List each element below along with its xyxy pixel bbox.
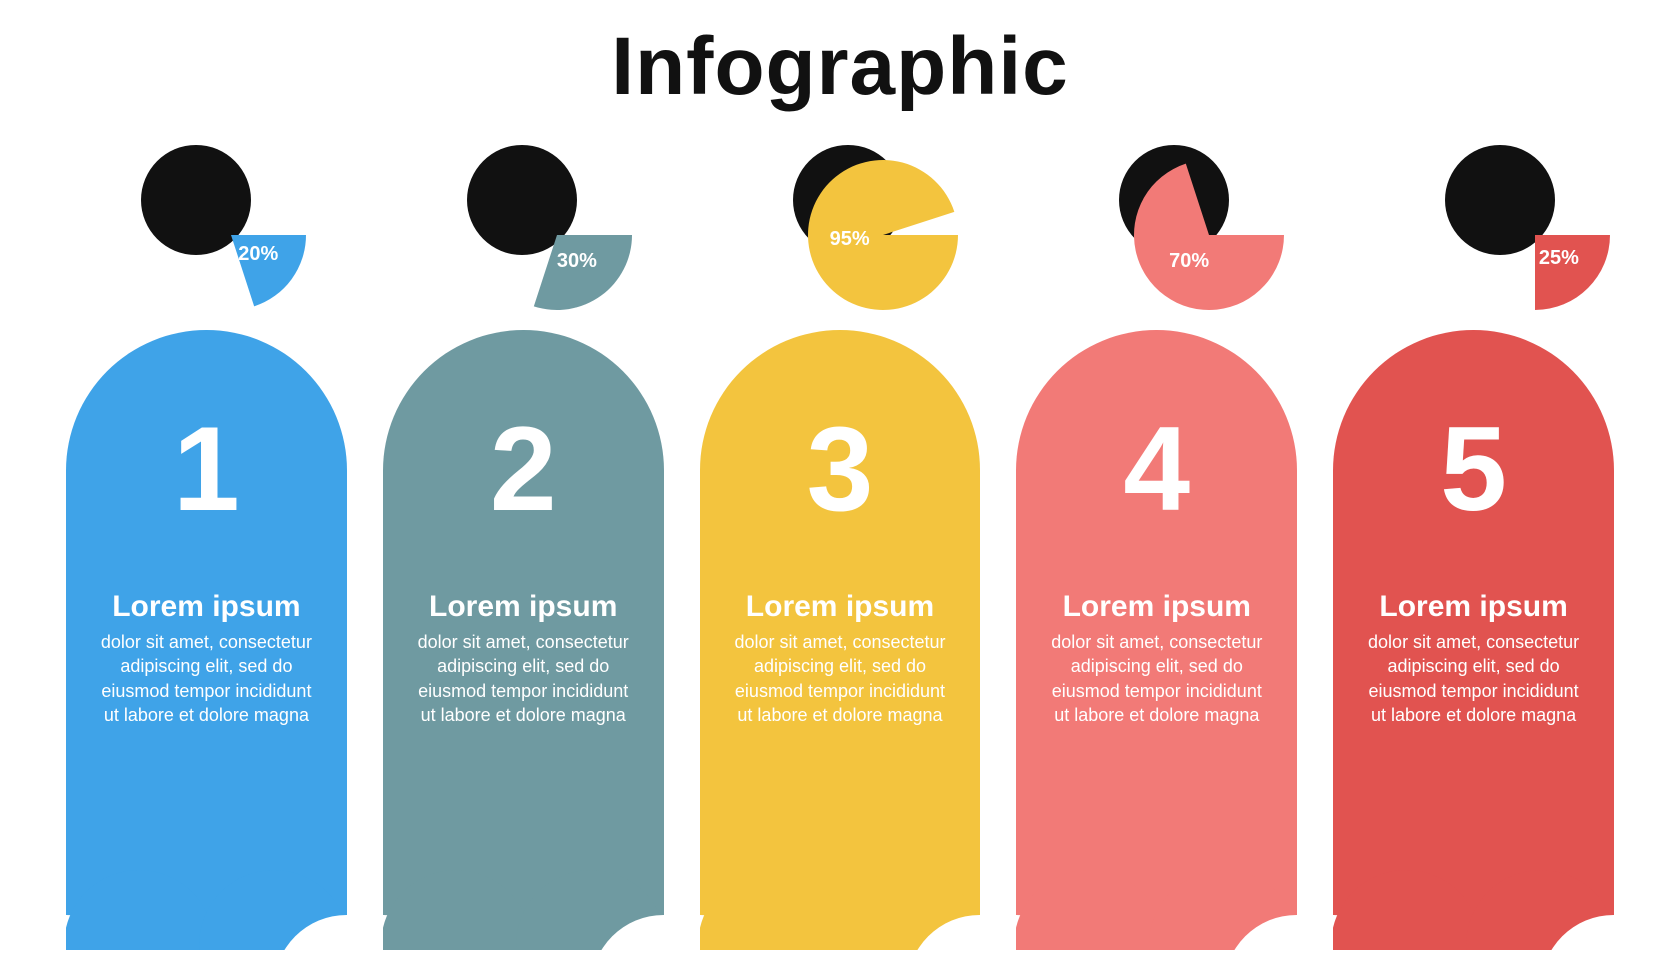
card-4-number: 4 (1016, 400, 1297, 538)
card-3-heading: Lorem ipsum (700, 590, 981, 624)
card-5-number: 5 (1333, 400, 1614, 538)
page-title: Infographic (0, 20, 1680, 114)
card-4-heading: Lorem ipsum (1016, 590, 1297, 624)
pie-4: 70% (1044, 140, 1334, 320)
card-5: 5 Lorem ipsum dolor sit amet, consectetu… (1333, 330, 1614, 950)
cards-row: 1 Lorem ipsum dolor sit amet, consectetu… (66, 330, 1614, 950)
card-4: 4 Lorem ipsum dolor sit amet, consectetu… (1016, 330, 1297, 950)
card-5-heading: Lorem ipsum (1333, 590, 1614, 624)
card-1-number: 1 (66, 400, 347, 538)
pie-5: 25% (1370, 140, 1660, 320)
card-3-body: dolor sit amet, consectetur adipiscing e… (728, 630, 953, 727)
card-3: 3 Lorem ipsum dolor sit amet, consectetu… (700, 330, 981, 950)
card-2-body: dolor sit amet, consectetur adipiscing e… (411, 630, 636, 727)
card-4-body: dolor sit amet, consectetur adipiscing e… (1044, 630, 1269, 727)
card-1-body: dolor sit amet, consectetur adipiscing e… (94, 630, 319, 727)
card-1: 1 Lorem ipsum dolor sit amet, consectetu… (66, 330, 347, 950)
card-1-heading: Lorem ipsum (66, 590, 347, 624)
pie-row: 20% 30% 95% 70% 25% (66, 140, 1614, 320)
pie-2: 30% (392, 140, 682, 320)
card-2-number: 2 (383, 400, 664, 538)
pie-3: 95% (718, 140, 1008, 320)
card-2: 2 Lorem ipsum dolor sit amet, consectetu… (383, 330, 664, 950)
pie-1: 20% (66, 140, 356, 320)
card-3-number: 3 (700, 400, 981, 538)
card-2-heading: Lorem ipsum (383, 590, 664, 624)
card-5-body: dolor sit amet, consectetur adipiscing e… (1361, 630, 1586, 727)
